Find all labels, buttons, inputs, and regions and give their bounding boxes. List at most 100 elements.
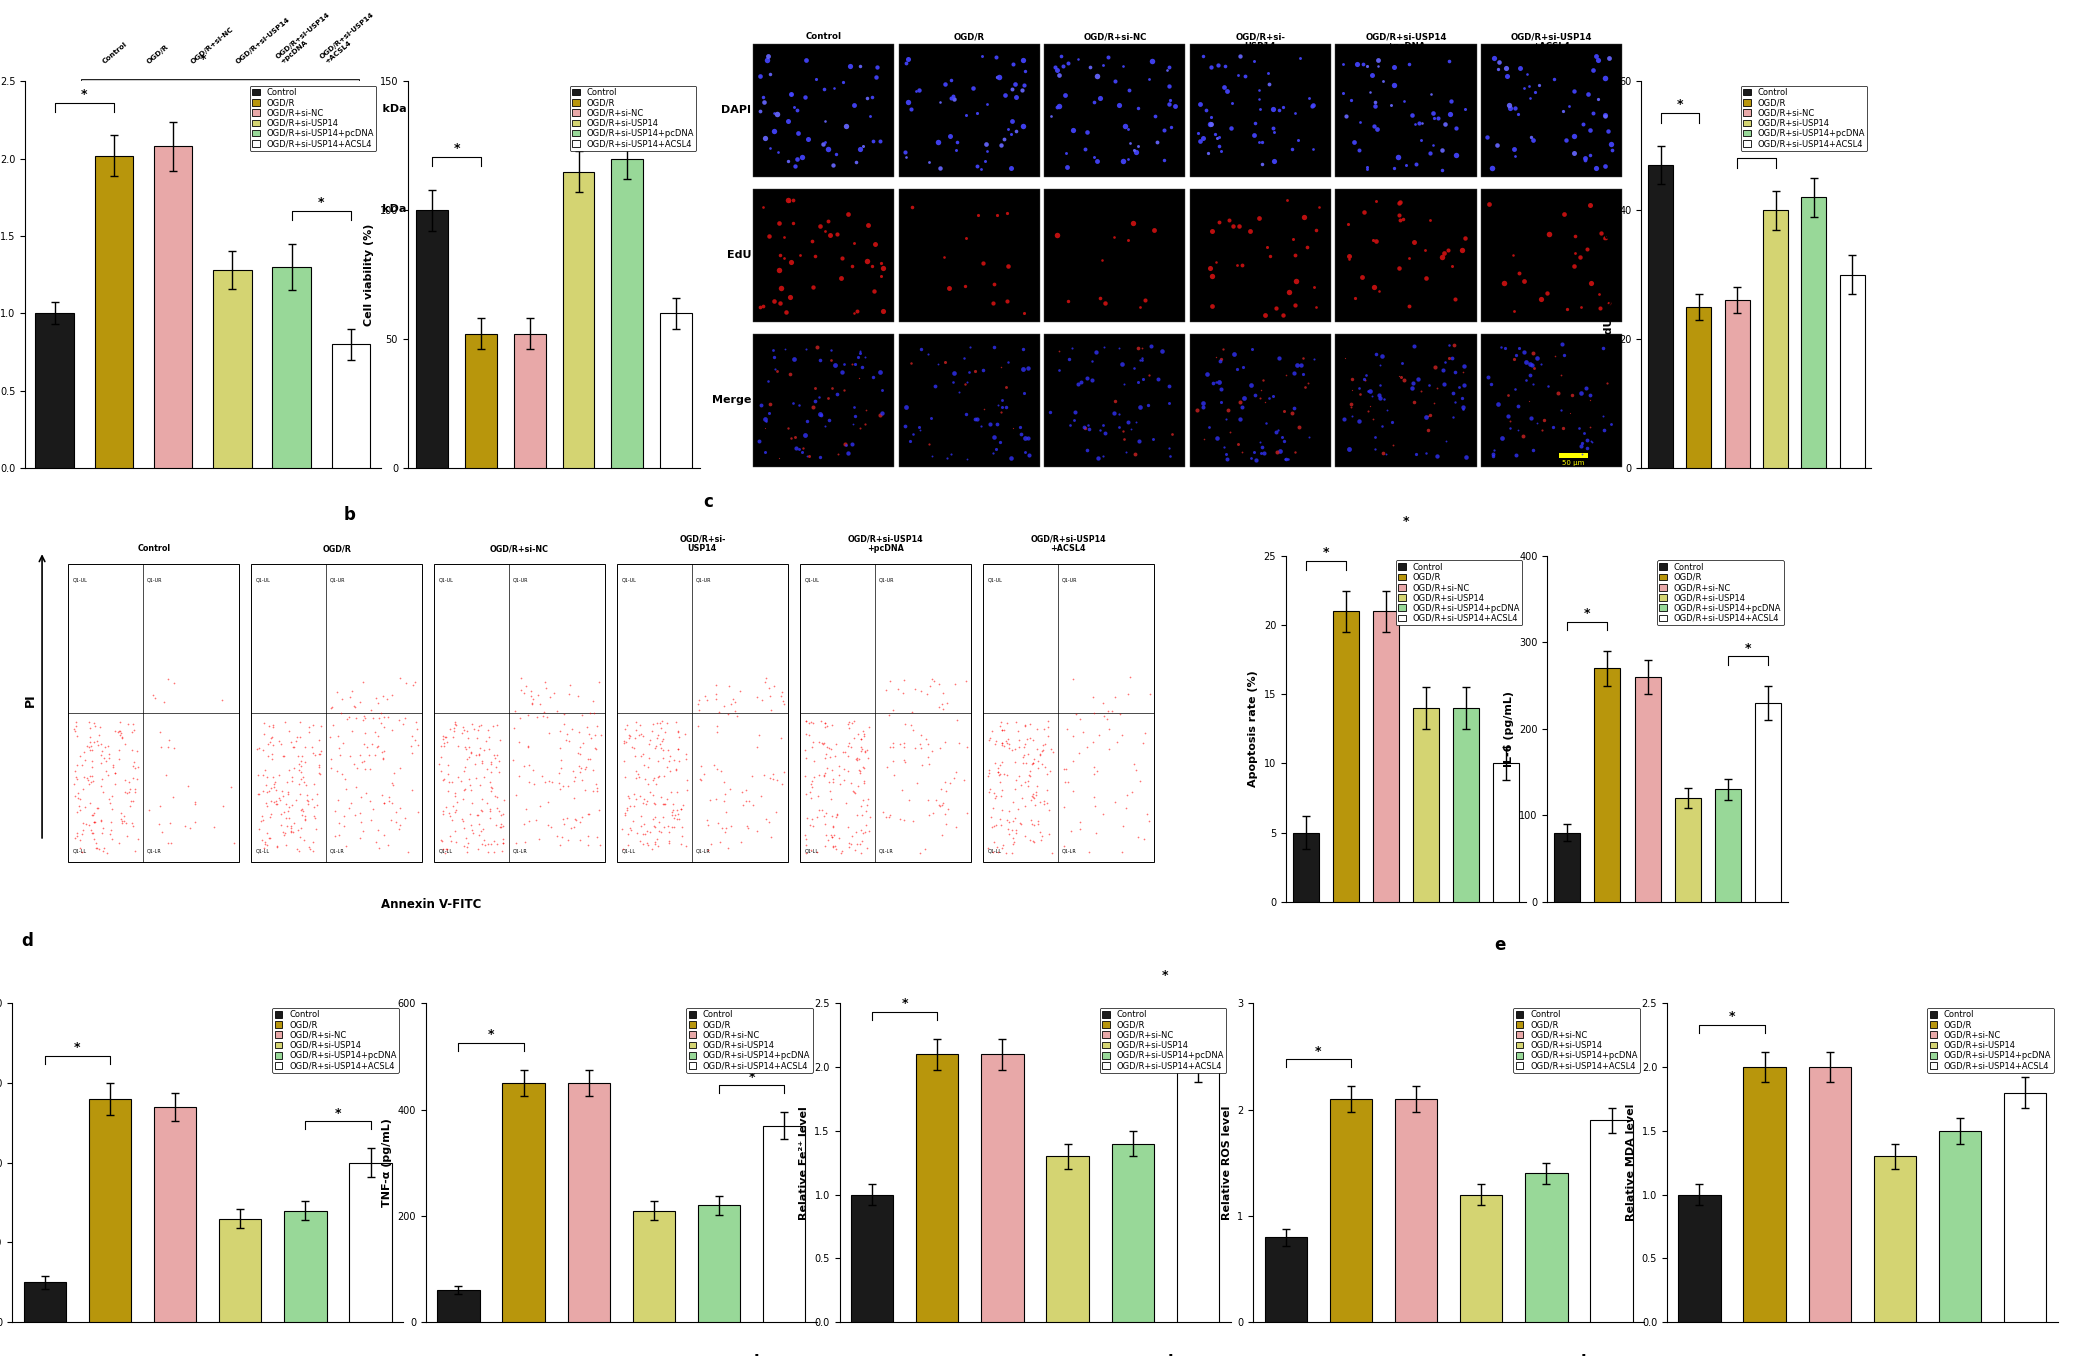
Point xyxy=(427,735,460,757)
Point xyxy=(631,820,665,842)
Point xyxy=(86,839,119,861)
Point xyxy=(548,704,581,725)
Point xyxy=(111,782,144,804)
Point xyxy=(460,744,493,766)
Point xyxy=(997,751,1031,773)
Point xyxy=(401,719,435,740)
Point xyxy=(730,789,763,811)
Point xyxy=(845,795,878,816)
Point xyxy=(849,740,882,762)
Point xyxy=(82,838,115,860)
Point xyxy=(744,785,778,807)
Point xyxy=(94,823,128,845)
Point xyxy=(284,761,318,782)
Point xyxy=(1002,720,1035,742)
Point xyxy=(345,811,378,833)
Bar xyxy=(220,1219,261,1322)
Point xyxy=(753,677,786,698)
Point xyxy=(452,727,485,749)
Text: Q1-LR: Q1-LR xyxy=(146,849,161,853)
Point xyxy=(351,736,385,758)
Point xyxy=(293,837,326,858)
Point xyxy=(355,799,389,820)
Point xyxy=(726,831,759,853)
Bar xyxy=(213,270,251,468)
Point xyxy=(437,717,470,739)
Point xyxy=(663,750,696,772)
Point xyxy=(178,792,211,814)
Point xyxy=(657,750,690,772)
Point xyxy=(650,757,684,778)
Point xyxy=(473,725,506,747)
Point xyxy=(991,818,1025,839)
Point xyxy=(293,721,326,743)
Point xyxy=(481,786,514,808)
Point xyxy=(1014,765,1048,786)
Point xyxy=(1087,705,1121,727)
Point xyxy=(293,838,326,860)
Bar xyxy=(1336,334,1476,466)
Point xyxy=(849,822,882,843)
Point xyxy=(117,791,151,812)
Point xyxy=(979,734,1012,755)
Point xyxy=(811,738,845,759)
Point xyxy=(644,734,677,755)
Point xyxy=(981,841,1014,862)
Point xyxy=(397,674,431,696)
Point xyxy=(422,753,456,774)
Point xyxy=(1087,693,1121,715)
Point xyxy=(119,740,153,762)
Text: OGD/R+si-USP14
+pcDNA: OGD/R+si-USP14 +pcDNA xyxy=(274,11,335,65)
Point xyxy=(61,766,94,788)
Point xyxy=(828,770,861,792)
Point xyxy=(841,834,874,856)
Point xyxy=(1004,814,1037,835)
Bar xyxy=(1840,274,1865,468)
Text: Q1-LR: Q1-LR xyxy=(696,849,711,853)
Point xyxy=(535,772,569,793)
Point xyxy=(297,831,330,853)
Point xyxy=(826,841,859,862)
Bar xyxy=(1190,334,1332,466)
Point xyxy=(625,823,659,845)
Point xyxy=(433,805,466,827)
Point xyxy=(157,673,190,694)
Text: OGD/R+si-
USP14: OGD/R+si- USP14 xyxy=(680,534,726,553)
Point xyxy=(822,755,855,777)
Point xyxy=(253,781,286,803)
Point xyxy=(985,719,1018,740)
Point xyxy=(1027,719,1060,740)
Text: 37 kDa: 37 kDa xyxy=(364,205,406,214)
Bar xyxy=(1480,43,1623,178)
Point xyxy=(916,740,949,762)
Point xyxy=(487,789,521,811)
Point xyxy=(581,715,615,736)
Bar xyxy=(1874,1157,1915,1322)
Point xyxy=(650,788,684,810)
Point xyxy=(726,795,759,816)
Point xyxy=(1110,784,1144,805)
Point xyxy=(153,730,186,751)
Point xyxy=(335,679,368,701)
Point xyxy=(709,822,742,843)
Point xyxy=(1020,781,1054,803)
Point xyxy=(903,724,937,746)
Point xyxy=(291,793,324,815)
Point xyxy=(427,732,460,754)
Point xyxy=(711,702,744,724)
Bar xyxy=(1395,1098,1437,1322)
Point xyxy=(349,782,383,804)
Point xyxy=(464,713,498,735)
Point xyxy=(243,782,276,804)
Point xyxy=(322,789,355,811)
Point xyxy=(1016,815,1050,837)
Point xyxy=(1008,734,1041,755)
Point xyxy=(638,816,671,838)
Point xyxy=(157,736,190,758)
Point xyxy=(439,831,473,853)
Point xyxy=(462,814,496,835)
Point xyxy=(385,797,418,819)
Point xyxy=(1079,796,1112,818)
Point xyxy=(92,743,125,765)
Point xyxy=(1029,757,1062,778)
